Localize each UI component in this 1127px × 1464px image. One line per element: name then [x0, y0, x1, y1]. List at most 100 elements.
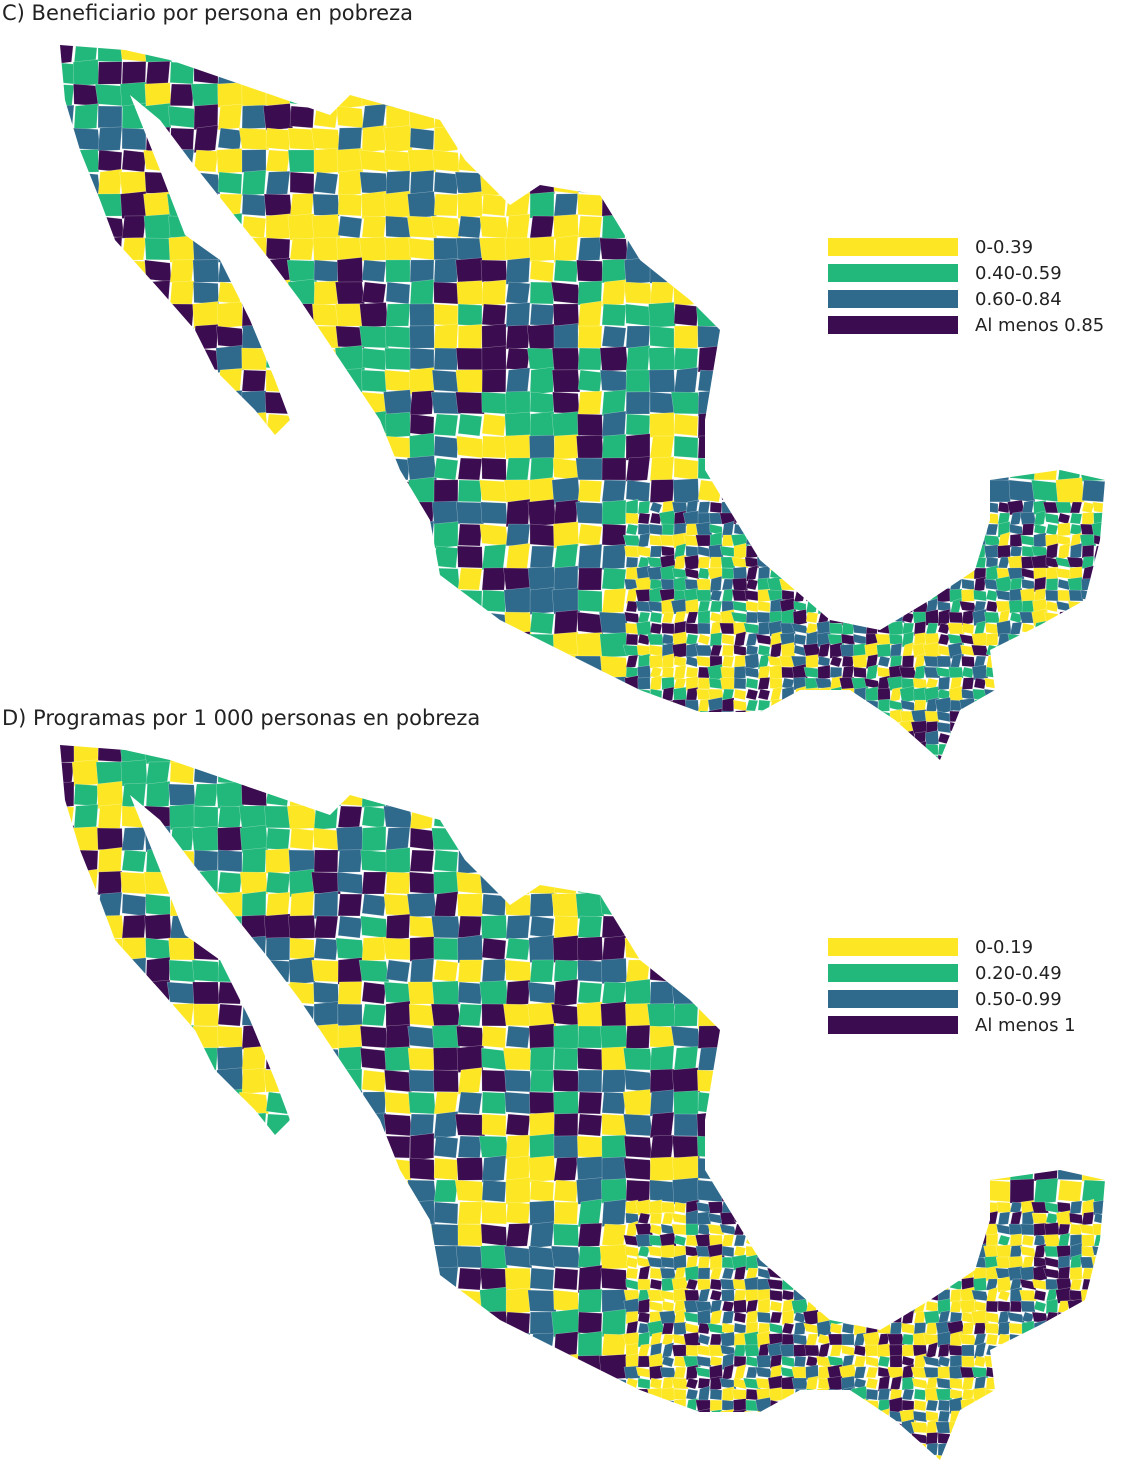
- municipality: [143, 1332, 173, 1358]
- municipality: [481, 720, 507, 746]
- municipality: [805, 1333, 819, 1346]
- municipality: [527, 871, 557, 895]
- municipality: [840, 1278, 856, 1291]
- municipality: [576, 611, 604, 635]
- municipality: [265, 303, 291, 327]
- municipality: [985, 825, 1011, 853]
- municipality: [119, 171, 149, 195]
- municipality: [409, 61, 435, 85]
- municipality: [240, 479, 268, 503]
- municipality: [985, 501, 999, 514]
- municipality: [828, 1278, 844, 1291]
- municipality: [1056, 1398, 1072, 1413]
- municipality: [889, 1311, 903, 1324]
- municipality: [1021, 1355, 1035, 1368]
- municipality: [985, 632, 999, 647]
- municipality: [661, 1201, 675, 1214]
- municipality: [695, 892, 725, 918]
- municipality: [193, 501, 219, 525]
- municipality: [889, 171, 915, 195]
- municipality: [337, 1331, 363, 1359]
- municipality: [901, 1254, 915, 1271]
- municipality: [553, 1421, 579, 1445]
- municipality: [1057, 236, 1083, 262]
- municipality: [529, 587, 555, 615]
- municipality: [673, 367, 699, 395]
- municipality: [983, 367, 1013, 395]
- municipality: [217, 171, 243, 195]
- municipality: [1055, 477, 1085, 505]
- municipality: [685, 710, 699, 723]
- municipality: [757, 1410, 771, 1423]
- municipality: [1032, 760, 1060, 786]
- municipality: [961, 1377, 975, 1390]
- municipality: [457, 745, 483, 763]
- municipality: [661, 1342, 675, 1359]
- municipality: [529, 434, 555, 460]
- municipality: [757, 600, 771, 613]
- municipality: [851, 1276, 869, 1293]
- municipality: [70, 1111, 102, 1139]
- municipality: [481, 345, 507, 373]
- municipality: [313, 280, 339, 306]
- municipality: [193, 213, 219, 241]
- municipality: [553, 1069, 579, 1093]
- municipality: [769, 752, 783, 760]
- municipality: [814, 677, 834, 690]
- municipality: [192, 520, 220, 550]
- municipality: [889, 1157, 915, 1181]
- municipality: [60, 1112, 75, 1138]
- municipality: [97, 390, 123, 416]
- municipality: [877, 578, 891, 591]
- municipality: [649, 1025, 675, 1049]
- municipality: [289, 1112, 315, 1138]
- municipality: [1081, 633, 1095, 646]
- municipality: [865, 730, 879, 747]
- municipality: [684, 699, 700, 712]
- municipality: [577, 720, 603, 746]
- municipality: [721, 1179, 747, 1203]
- municipality: [289, 193, 315, 217]
- municipality: [863, 433, 893, 461]
- municipality: [721, 61, 747, 85]
- municipality: [901, 655, 915, 668]
- municipality: [925, 1300, 939, 1313]
- municipality: [780, 1399, 796, 1412]
- municipality: [457, 677, 483, 701]
- municipality: [457, 1267, 483, 1291]
- municipality: [853, 699, 867, 712]
- municipality: [577, 325, 603, 349]
- municipality: [504, 61, 532, 85]
- municipality: [816, 1256, 832, 1269]
- municipality: [937, 1410, 951, 1423]
- municipality: [625, 587, 639, 604]
- municipality: [287, 278, 317, 308]
- municipality: [949, 565, 963, 582]
- municipality: [455, 347, 485, 371]
- municipality: [97, 1134, 123, 1160]
- municipality: [143, 567, 173, 591]
- municipality: [264, 479, 292, 503]
- municipality: [925, 1223, 939, 1236]
- municipality: [457, 915, 483, 939]
- municipality: [481, 696, 507, 726]
- municipality: [769, 827, 795, 851]
- municipality: [73, 1201, 99, 1225]
- municipality: [720, 235, 748, 263]
- municipality: [864, 745, 892, 763]
- municipality: [241, 567, 267, 591]
- municipality: [769, 775, 783, 790]
- municipality: [1020, 721, 1036, 734]
- municipality: [190, 745, 222, 765]
- municipality: [529, 721, 555, 745]
- municipality: [960, 61, 988, 85]
- municipality: [216, 745, 244, 765]
- municipality: [265, 1047, 291, 1071]
- municipality: [925, 1432, 939, 1445]
- municipality: [1020, 1223, 1036, 1236]
- municipality: [600, 1399, 628, 1423]
- municipality: [649, 61, 675, 85]
- municipality: [264, 325, 292, 349]
- municipality: [1031, 676, 1049, 691]
- municipality: [121, 367, 147, 395]
